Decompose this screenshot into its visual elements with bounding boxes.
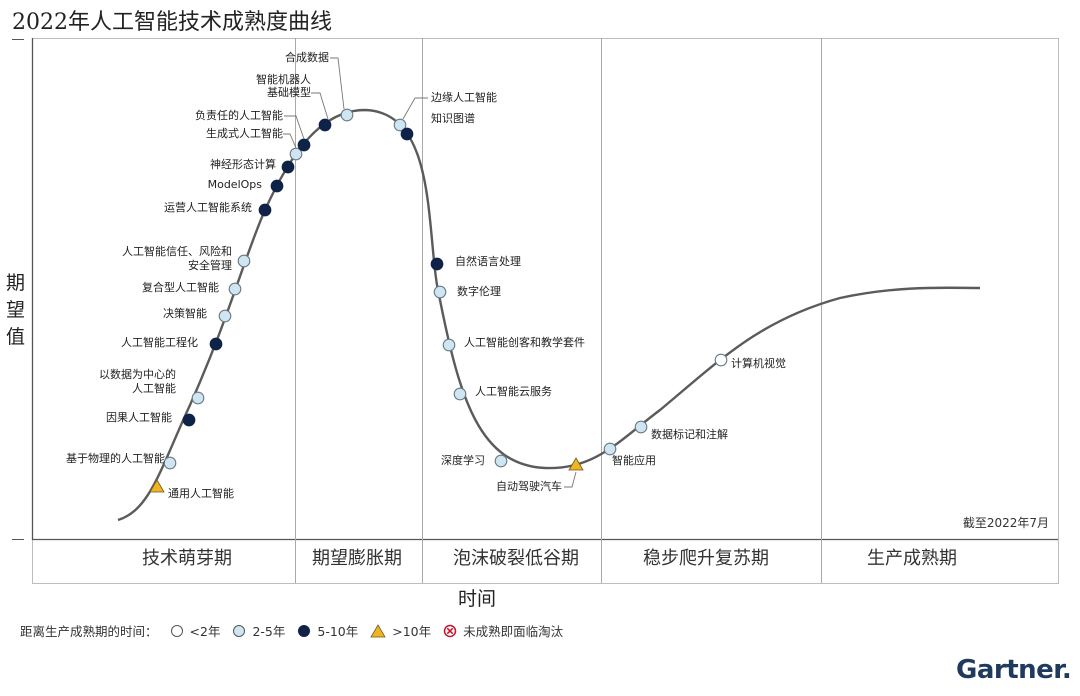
phase-label: 技术萌芽期 [142, 548, 232, 569]
tech-label: 通用人工智能 [168, 486, 234, 500]
tech-marker [237, 254, 251, 268]
tech-marker [453, 387, 467, 401]
legend-label: 2-5年 [252, 624, 286, 639]
tech-label: ModelOps [208, 178, 263, 191]
phase-label: 期望膨胀期 [312, 548, 402, 569]
tech-label: 数据标记和注解 [651, 427, 728, 441]
y-axis-label-char: 期 [6, 272, 26, 294]
tech-label: 复合型人工智能 [142, 280, 219, 294]
tech-marker [191, 391, 205, 405]
tech-label: 基于物理的人工智能 [66, 451, 165, 465]
tech-label: 人工智能创客和教学套件 [464, 335, 585, 349]
legend-item-obsolete: 未成熟即面临淘汰 [443, 621, 563, 640]
leader-line [564, 471, 577, 488]
tech-marker [163, 456, 177, 470]
tech-marker [603, 442, 617, 456]
tech-marker [340, 108, 354, 122]
tech-label: 因果人工智能 [106, 410, 172, 424]
tech-label: 以数据为中心的人工智能 [99, 367, 176, 395]
phase-label: 稳步爬升复苏期 [643, 548, 769, 569]
tech-marker [182, 413, 196, 427]
legend-label: 未成熟即面临淘汰 [463, 624, 564, 639]
leader-line [402, 97, 428, 120]
legend-item-5to10: 5-10年 [297, 621, 358, 640]
phase-label: 生产成熟期 [867, 548, 957, 569]
tech-marker [270, 179, 284, 193]
leader-line [284, 115, 305, 140]
legend-item-lt2: <2年 [170, 621, 221, 640]
legend-title: 距离生产成熟期的时间： [20, 624, 158, 639]
y-axis-label-char: 值 [6, 326, 26, 348]
tech-marker [442, 338, 456, 352]
tech-label: 人工智能信任、风险和安全管理 [122, 244, 232, 272]
tech-marker [281, 160, 295, 174]
legend-label: 5-10年 [317, 624, 359, 639]
tech-label: 神经形态计算 [210, 157, 276, 171]
chart-title: 2022年人工智能技术成熟度曲线 [12, 10, 332, 35]
tech-marker [433, 285, 447, 299]
tech-label: 智能机器人基础模型 [256, 72, 311, 99]
tech-marker [568, 457, 584, 471]
gartner-logo: Gartner. [956, 655, 1072, 685]
legend-item-2to5: 2-5年 [232, 621, 285, 640]
tech-marker [209, 337, 223, 351]
tech-label: 边缘人工智能 [431, 90, 497, 104]
tech-marker [258, 203, 272, 217]
legend: 距离生产成熟期的时间： <2年 2-5年 5-10年 >10年 未成熟即面临淘汰 [20, 621, 563, 640]
tech-label: 生成式人工智能 [206, 126, 283, 140]
tech-label: 运营人工智能系统 [164, 200, 252, 214]
tech-label: 智能应用 [612, 453, 656, 467]
tech-label: 决策智能 [163, 306, 207, 320]
phase-label: 泡沫破裂低谷期 [453, 548, 579, 569]
tech-label: 知识图谱 [431, 111, 475, 125]
tech-marker [218, 309, 232, 323]
y-axis-label-char: 望 [6, 299, 26, 321]
leader-line [330, 57, 345, 110]
tech-marker [149, 479, 165, 493]
leader-line [311, 92, 329, 120]
tech-marker [494, 454, 508, 468]
light-blue-circle-icon [233, 624, 246, 637]
white-circle-icon [170, 624, 183, 637]
legend-label: >10年 [392, 624, 432, 639]
navy-circle-icon [298, 624, 311, 637]
yellow-triangle-icon [370, 623, 386, 637]
red-cross-circle-icon [443, 624, 457, 637]
tech-label: 合成数据 [285, 50, 329, 64]
tech-label: 数字伦理 [457, 284, 501, 298]
tech-label: 计算机视觉 [731, 356, 786, 370]
x-axis-title: 时间 [458, 588, 497, 610]
tech-label: 自动驾驶汽车 [496, 479, 562, 493]
as-of-note: 截至2022年7月 [963, 516, 1049, 530]
tech-label: 自然语言处理 [455, 254, 521, 268]
hype-cycle-curve [117, 108, 981, 522]
tech-marker [634, 420, 648, 434]
tech-marker [400, 127, 414, 141]
tech-label: 人工智能工程化 [121, 335, 198, 349]
leader-line [283, 133, 297, 149]
tech-marker [289, 147, 303, 161]
tech-label: 深度学习 [441, 453, 485, 467]
tech-marker [297, 138, 311, 152]
tech-marker [393, 118, 407, 132]
tech-marker [228, 282, 242, 296]
tech-label: 负责任的人工智能 [195, 108, 283, 122]
tech-label: 人工智能云服务 [475, 384, 552, 398]
legend-label: <2年 [189, 624, 221, 639]
tech-marker [318, 118, 332, 132]
tech-marker [714, 353, 728, 367]
tech-marker [430, 257, 444, 271]
legend-item-gt10: >10年 [370, 621, 431, 640]
